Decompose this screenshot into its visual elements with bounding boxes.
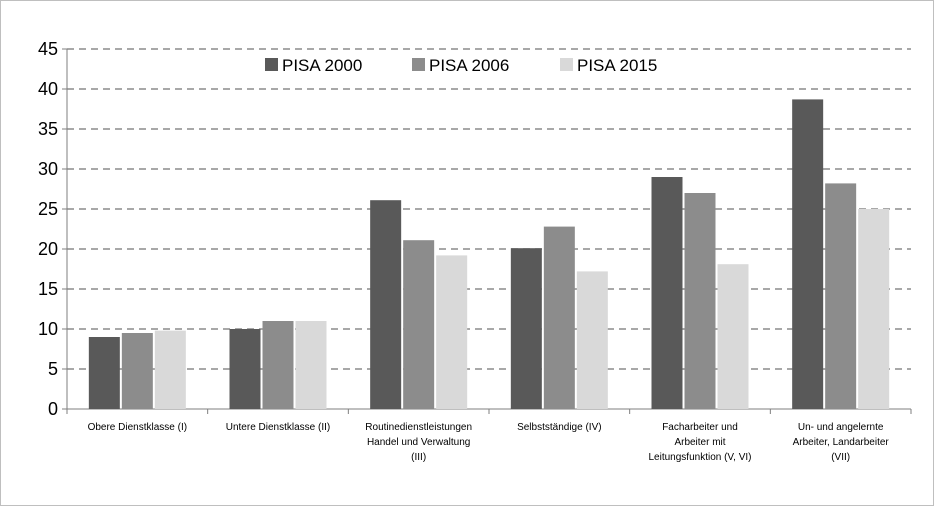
bar-pisa-2000 [792, 99, 824, 410]
legend-label: PISA 2006 [429, 56, 509, 75]
x-category-label: Arbeiter, Landarbeiter [793, 437, 890, 448]
x-category-label: Facharbeiter und [662, 422, 738, 433]
bar-pisa-2015 [154, 330, 186, 409]
bar-pisa-2000 [370, 200, 402, 409]
bar-pisa-2000 [510, 248, 542, 409]
legend-swatch-pisa-2000 [265, 58, 278, 71]
bar-pisa-2015 [576, 271, 608, 409]
y-tick-label: 10 [38, 319, 58, 339]
bar-pisa-2015 [717, 264, 749, 409]
x-category-label: Obere Dienstklasse (I) [88, 422, 187, 433]
y-tick-label: 15 [38, 279, 58, 299]
bar-pisa-2006 [121, 333, 153, 409]
bar-pisa-2006 [825, 183, 857, 409]
bar-pisa-2015 [858, 209, 890, 409]
x-category-label: (III) [411, 452, 426, 463]
y-tick-label: 25 [38, 199, 58, 219]
legend-swatch-pisa-2006 [412, 58, 425, 71]
x-category-label: Un- und angelernte [798, 422, 884, 433]
bar-pisa-2000 [88, 337, 120, 409]
legend-label: PISA 2015 [577, 56, 657, 75]
x-category-label: Selbstständige (IV) [517, 422, 602, 433]
legend-swatch-pisa-2015 [560, 58, 573, 71]
x-category-label: Untere Dienstklasse (II) [226, 422, 330, 433]
bar-pisa-2006 [403, 240, 435, 409]
bar-pisa-2006 [262, 321, 294, 409]
y-tick-label: 0 [48, 399, 58, 419]
x-category-label: Routinedienstleistungen [365, 422, 472, 433]
bar-pisa-2000 [651, 177, 683, 409]
y-tick-label: 35 [38, 119, 58, 139]
y-tick-label: 20 [38, 239, 58, 259]
bar-pisa-2006 [543, 226, 575, 409]
legend-label: PISA 2000 [282, 56, 362, 75]
y-tick-label: 40 [38, 79, 58, 99]
bar-pisa-2015 [295, 321, 327, 409]
bar-pisa-2006 [684, 193, 716, 409]
y-tick-label: 30 [38, 159, 58, 179]
bar-pisa-2000 [229, 329, 261, 409]
x-category-label: Arbeiter mit [674, 437, 725, 448]
bar-pisa-2015 [436, 255, 468, 409]
y-tick-label: 45 [38, 39, 58, 59]
y-tick-label: 5 [48, 359, 58, 379]
x-category-label: (VII) [831, 452, 850, 463]
x-category-label: Handel und Verwaltung [367, 437, 470, 448]
x-category-label: Leitungsfunktion (V, VI) [648, 452, 751, 463]
